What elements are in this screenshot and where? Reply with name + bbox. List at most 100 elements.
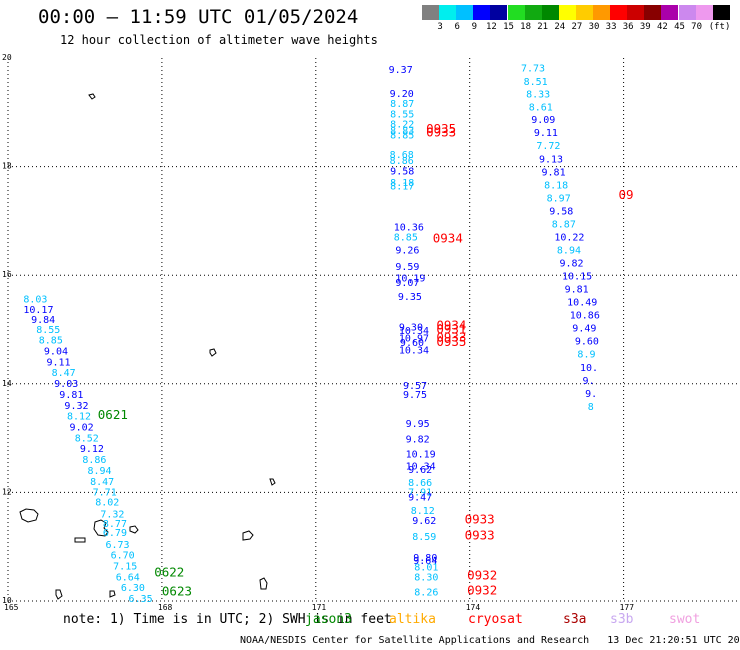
y-tick-label: 16: [2, 270, 12, 279]
color-swatch: [490, 5, 508, 20]
wave-height-label: 8.18: [544, 180, 568, 191]
wave-height-label: 9.62: [412, 516, 436, 527]
x-tick-label: 168: [158, 603, 173, 612]
color-swatch: [661, 5, 679, 20]
island-outline: [269, 478, 276, 486]
pass-time-label: 0934: [436, 318, 466, 333]
color-tick-label: 70: [691, 22, 703, 32]
wave-height-label: 8.77: [103, 519, 127, 530]
satellite-legend-swot: swot: [669, 612, 701, 627]
wave-height-label: 8.55: [390, 110, 414, 121]
color-swatch: [541, 5, 559, 20]
wave-height-label: 9.49: [572, 324, 596, 335]
wave-height-label: 8.18: [390, 178, 414, 189]
wave-height-label: 6.35: [129, 594, 153, 605]
wave-height-label: 7.15: [113, 562, 137, 573]
wave-height-label: 9.: [583, 376, 595, 387]
color-swatch: [456, 5, 474, 20]
wave-height-label: 9.26: [395, 245, 419, 256]
wave-height-label: 8.86: [390, 156, 414, 167]
satellite-legend-jason3: jason3: [305, 612, 352, 627]
x-tick-label: 171: [312, 603, 327, 612]
wave-height-label: 10.19: [395, 274, 425, 285]
color-tick-label: 15: [503, 22, 514, 32]
x-tick-label: 174: [466, 603, 481, 612]
wave-height-label: 9.82: [559, 259, 583, 270]
island-outline: [259, 577, 268, 590]
color-tick-label: 3: [437, 22, 443, 32]
color-swatch: [695, 5, 713, 20]
pass-time-label: 0932: [467, 567, 497, 582]
color-swatch: [610, 5, 628, 20]
wave-height-label: 9.35: [398, 292, 422, 303]
island-outline: [209, 348, 217, 357]
color-tick-label: 27: [571, 22, 583, 32]
pass-time-label: 0931: [436, 321, 466, 336]
color-swatch: [593, 5, 610, 20]
wave-height-label: 8.86: [82, 455, 106, 466]
color-tick-label: 24: [554, 22, 566, 32]
wave-height-label: 9.80: [413, 553, 437, 564]
color-swatch: [524, 5, 542, 20]
wave-height-label: 10.86: [570, 311, 600, 322]
wave-height-label: 9.11: [46, 357, 70, 368]
pass-time-label: 0933: [465, 511, 495, 526]
chart-title: 00:00 – 11:59 UTC 01/05/2024: [38, 6, 359, 28]
wave-height-label: 6.70: [111, 551, 135, 562]
wave-height-label: 8.66: [408, 478, 432, 489]
wave-height-label: 8.17: [390, 181, 414, 192]
wave-height-label: 9.60: [400, 338, 424, 349]
wave-height-label: 8.59: [412, 532, 436, 543]
wave-height-label: 8.94: [557, 245, 581, 256]
wave-height-label: 10.19: [406, 450, 436, 461]
wave-height-label: 9.58: [549, 206, 573, 217]
wave-height-label: 9.12: [80, 444, 104, 455]
pass-time-label: 0933: [465, 528, 495, 543]
island-outline: [55, 589, 63, 600]
island-outline: [74, 537, 86, 543]
wave-height-label: 7.72: [536, 141, 560, 152]
wave-height-label: 8.26: [414, 588, 438, 599]
wave-height-label: 8.33: [526, 90, 550, 101]
wave-height-label: 9.62: [408, 465, 432, 476]
y-tick-label: 10: [2, 596, 12, 605]
wave-height-label: 9.81: [542, 167, 566, 178]
wave-height-label: 9.13: [539, 154, 563, 165]
wave-height-label: 10.49: [567, 298, 597, 309]
wave-height-label: 8.87: [390, 99, 414, 110]
color-tick-label: 45: [674, 22, 685, 32]
color-swatch: [507, 5, 525, 20]
island-outline: [93, 519, 109, 537]
pass-time-label: 0933: [436, 329, 466, 344]
chart-subtitle: 12 hour collection of altimeter wave hei…: [60, 33, 378, 47]
wave-height-label: 9.58: [390, 167, 414, 178]
island-outline: [88, 93, 96, 100]
wave-height-label: 8.47: [52, 368, 76, 379]
wave-height-label: 9.30: [399, 323, 423, 334]
wave-height-label: 10.17: [23, 305, 53, 316]
wave-height-label: 8.02: [95, 497, 119, 508]
wave-height-label: 9.81: [565, 285, 589, 296]
x-tick-label: 177: [620, 603, 635, 612]
wave-height-label: 9.64: [413, 556, 437, 567]
wave-height-label: 8.85: [39, 336, 63, 347]
wave-height-label: 9.37: [389, 65, 413, 76]
color-swatch: [678, 5, 696, 20]
color-tick-label: 9: [471, 22, 477, 32]
wave-height-label: 8.47: [90, 477, 114, 488]
wave-height-label: 9.: [585, 389, 597, 400]
island-outline: [109, 590, 116, 598]
color-tick-label: 21: [537, 22, 549, 32]
wave-height-label: 6.30: [121, 583, 145, 594]
wave-height-label: 10.34: [406, 462, 436, 473]
wave-height-label: 7.73: [521, 64, 545, 75]
wave-height-label: 9.11: [534, 128, 558, 139]
wave-height-label: 9.57: [403, 381, 427, 392]
pass-time-label: 0623: [162, 584, 192, 599]
wave-height-label: 9.59: [395, 262, 419, 273]
color-unit-label: (ft): [708, 22, 731, 32]
satellite-legend-s3b: s3b: [610, 612, 634, 627]
wave-height-label: 9.75: [403, 390, 427, 401]
wave-height-label: 9.20: [390, 89, 414, 100]
color-swatch: [644, 5, 662, 20]
